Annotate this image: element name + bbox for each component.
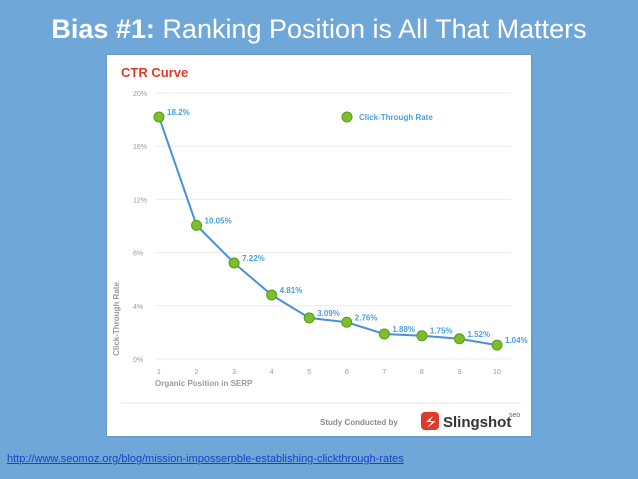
- data-label: 7.22%: [242, 254, 265, 263]
- data-point: [453, 333, 465, 345]
- brand-name: Slingshot: [443, 414, 511, 431]
- data-point: [341, 316, 353, 328]
- data-point: [378, 328, 390, 340]
- brand-suffix: seo: [509, 412, 520, 419]
- y-tick-label: 12%: [133, 197, 147, 204]
- x-axis-ticks: 1 2 3 4 5 6 7 8 9 10: [157, 369, 501, 376]
- data-label: 3.09%: [317, 309, 340, 318]
- data-label: 10.05%: [205, 216, 232, 225]
- x-tick-label: 2: [195, 369, 199, 376]
- y-tick-label: 16%: [133, 144, 147, 151]
- x-tick-label: 5: [307, 369, 311, 376]
- x-tick-label: 3: [232, 369, 236, 376]
- data-label: 4.81%: [280, 286, 303, 295]
- x-tick-label: 7: [382, 369, 386, 376]
- data-label: 2.76%: [355, 313, 378, 322]
- data-label: 1.52%: [467, 330, 490, 339]
- x-tick-label: 6: [345, 369, 349, 376]
- chart-card: CTR Curve 0% 4% 8% 12% 16% 20% 1 2 3 4 5 6 7 8 9 10 18…: [107, 55, 531, 436]
- y-tick-label: 8%: [133, 251, 143, 258]
- source-link[interactable]: http://www.seomoz.org/blog/mission-impos…: [7, 453, 404, 465]
- slide-title-lead: Bias #1:: [51, 14, 155, 44]
- x-tick-label: 9: [457, 369, 461, 376]
- chart-title: CTR Curve: [121, 65, 188, 80]
- x-tick-label: 10: [493, 369, 501, 376]
- data-point: [491, 339, 503, 351]
- footer-text: Study Conducted by: [320, 418, 398, 427]
- legend-marker: [341, 111, 353, 123]
- ctr-chart: CTR Curve 0% 4% 8% 12% 16% 20% 1 2 3 4 5 6 7 8 9 10 18…: [112, 65, 528, 431]
- legend: Click-Through Rate: [341, 111, 433, 123]
- data-point: [153, 111, 165, 123]
- series-ctr: [153, 111, 503, 351]
- data-point: [266, 289, 278, 301]
- y-tick-label: 0%: [133, 357, 143, 364]
- data-label: 1.75%: [430, 327, 453, 336]
- x-tick-label: 1: [157, 369, 161, 376]
- slide-title-rest: Ranking Position is All That Matters: [162, 14, 587, 44]
- slide-title: Bias #1: Ranking Position is All That Ma…: [0, 14, 638, 45]
- data-point: [191, 219, 203, 231]
- data-point: [228, 257, 240, 269]
- x-tick-label: 4: [270, 369, 274, 376]
- data-label: 18.2%: [167, 108, 190, 117]
- data-labels: 18.2% 10.05% 7.22% 4.81% 3.09% 2.76% 1.88% 1.75…: [167, 108, 528, 345]
- y-axis-ticks: 0% 4% 8% 12% 16% 20%: [133, 91, 147, 364]
- series-line: [158, 116, 498, 347]
- legend-label: Click-Through Rate: [359, 113, 433, 122]
- data-point: [303, 312, 315, 324]
- chart-grid: [155, 92, 511, 360]
- slingshot-logo-icon: [421, 412, 439, 430]
- y-axis-label: Click-Through Rate: [112, 282, 121, 356]
- data-point: [416, 330, 428, 342]
- y-tick-label: 4%: [133, 304, 143, 311]
- data-label: 1.04%: [505, 336, 528, 345]
- x-axis-label: Organic Position in SERP: [155, 379, 253, 388]
- x-tick-label: 8: [420, 369, 424, 376]
- y-tick-label: 20%: [133, 91, 147, 98]
- data-label: 1.88%: [392, 325, 415, 334]
